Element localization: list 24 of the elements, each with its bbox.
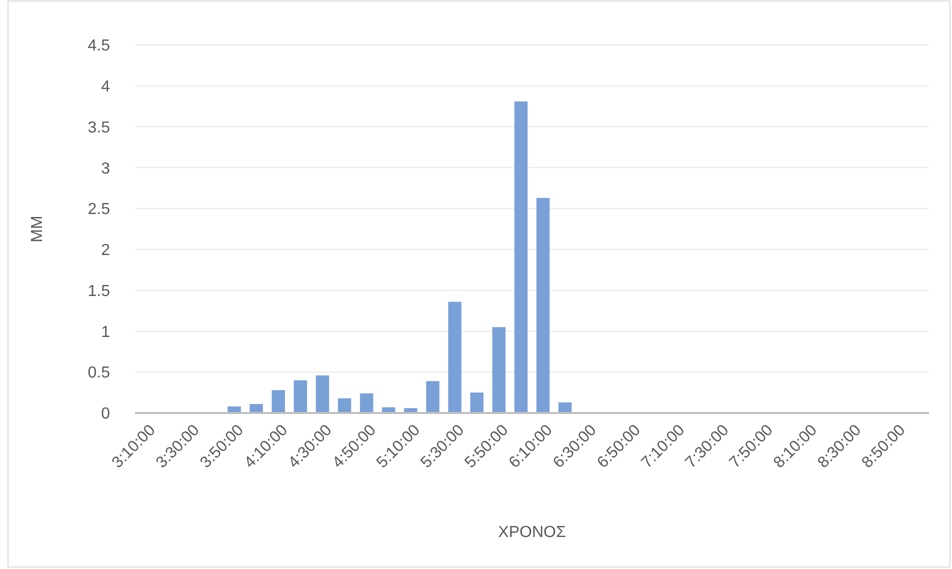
y-tick-label: 4 [101, 78, 110, 96]
y-tick-label: 1 [101, 324, 110, 341]
bar [426, 381, 440, 413]
bar [250, 404, 263, 413]
y-tick-label: 2.5 [88, 201, 110, 218]
y-tick-label: 0.5 [88, 364, 110, 382]
bar [272, 390, 285, 413]
y-tick-label: 1.5 [88, 282, 110, 300]
bar [492, 327, 506, 413]
y-tick-label: 4.5 [88, 38, 110, 55]
bar [536, 198, 550, 413]
y-tick-label: 3 [101, 160, 110, 178]
bar [294, 380, 308, 413]
bar [316, 375, 330, 413]
bar [360, 393, 374, 413]
bar [514, 101, 528, 413]
y-tick-label: 2 [101, 242, 110, 260]
y-tick-label: 3.5 [88, 119, 110, 136]
bar [448, 302, 462, 413]
bar [470, 392, 484, 413]
x-axis-title: ΧΡΟΝΟΣ [498, 524, 566, 541]
bar [338, 398, 352, 413]
y-tick-label: 0 [101, 406, 110, 423]
y-axis-title: MM [29, 216, 46, 242]
